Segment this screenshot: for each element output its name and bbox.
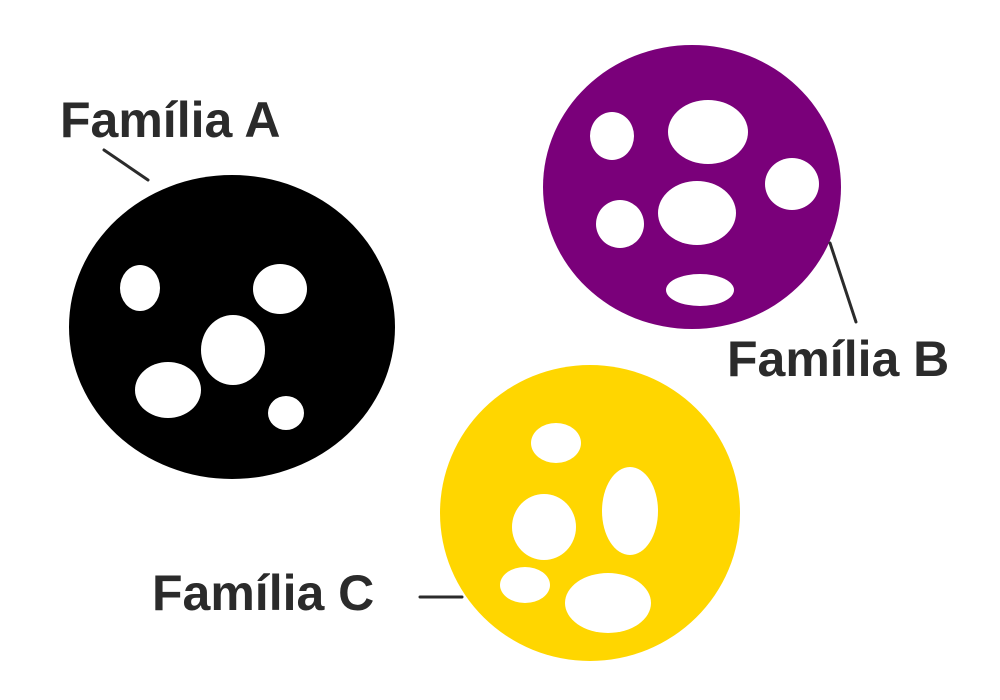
family-c-label: Família C bbox=[152, 565, 374, 621]
family-a-spot bbox=[253, 264, 307, 314]
family-b-group: Família B bbox=[543, 45, 949, 387]
family-c-group: Família C bbox=[152, 365, 740, 661]
family-a-spots bbox=[120, 264, 307, 430]
family-a-label: Família A bbox=[60, 92, 280, 148]
family-a-group: Família A bbox=[60, 92, 395, 479]
family-c-spot bbox=[531, 423, 581, 463]
family-b-spot bbox=[668, 100, 748, 164]
family-a-spot bbox=[201, 315, 265, 385]
family-b-spots bbox=[590, 100, 819, 306]
family-b-spot bbox=[666, 274, 734, 306]
family-b-label: Família B bbox=[727, 331, 949, 387]
family-b-spot bbox=[765, 158, 819, 210]
family-c-spots bbox=[500, 423, 658, 633]
family-c-spot bbox=[500, 567, 550, 603]
family-a-spot bbox=[135, 362, 201, 418]
family-a-leader-line bbox=[102, 148, 150, 182]
family-b-leader-line bbox=[828, 241, 858, 324]
family-a-spot bbox=[120, 265, 160, 311]
family-b-spot bbox=[596, 200, 644, 248]
family-c-spot bbox=[565, 573, 651, 633]
family-c-spot bbox=[602, 467, 658, 555]
family-c-spot bbox=[512, 494, 576, 560]
family-b-spot bbox=[590, 112, 634, 160]
family-b-spot bbox=[658, 181, 736, 245]
family-a-spot bbox=[268, 396, 304, 430]
